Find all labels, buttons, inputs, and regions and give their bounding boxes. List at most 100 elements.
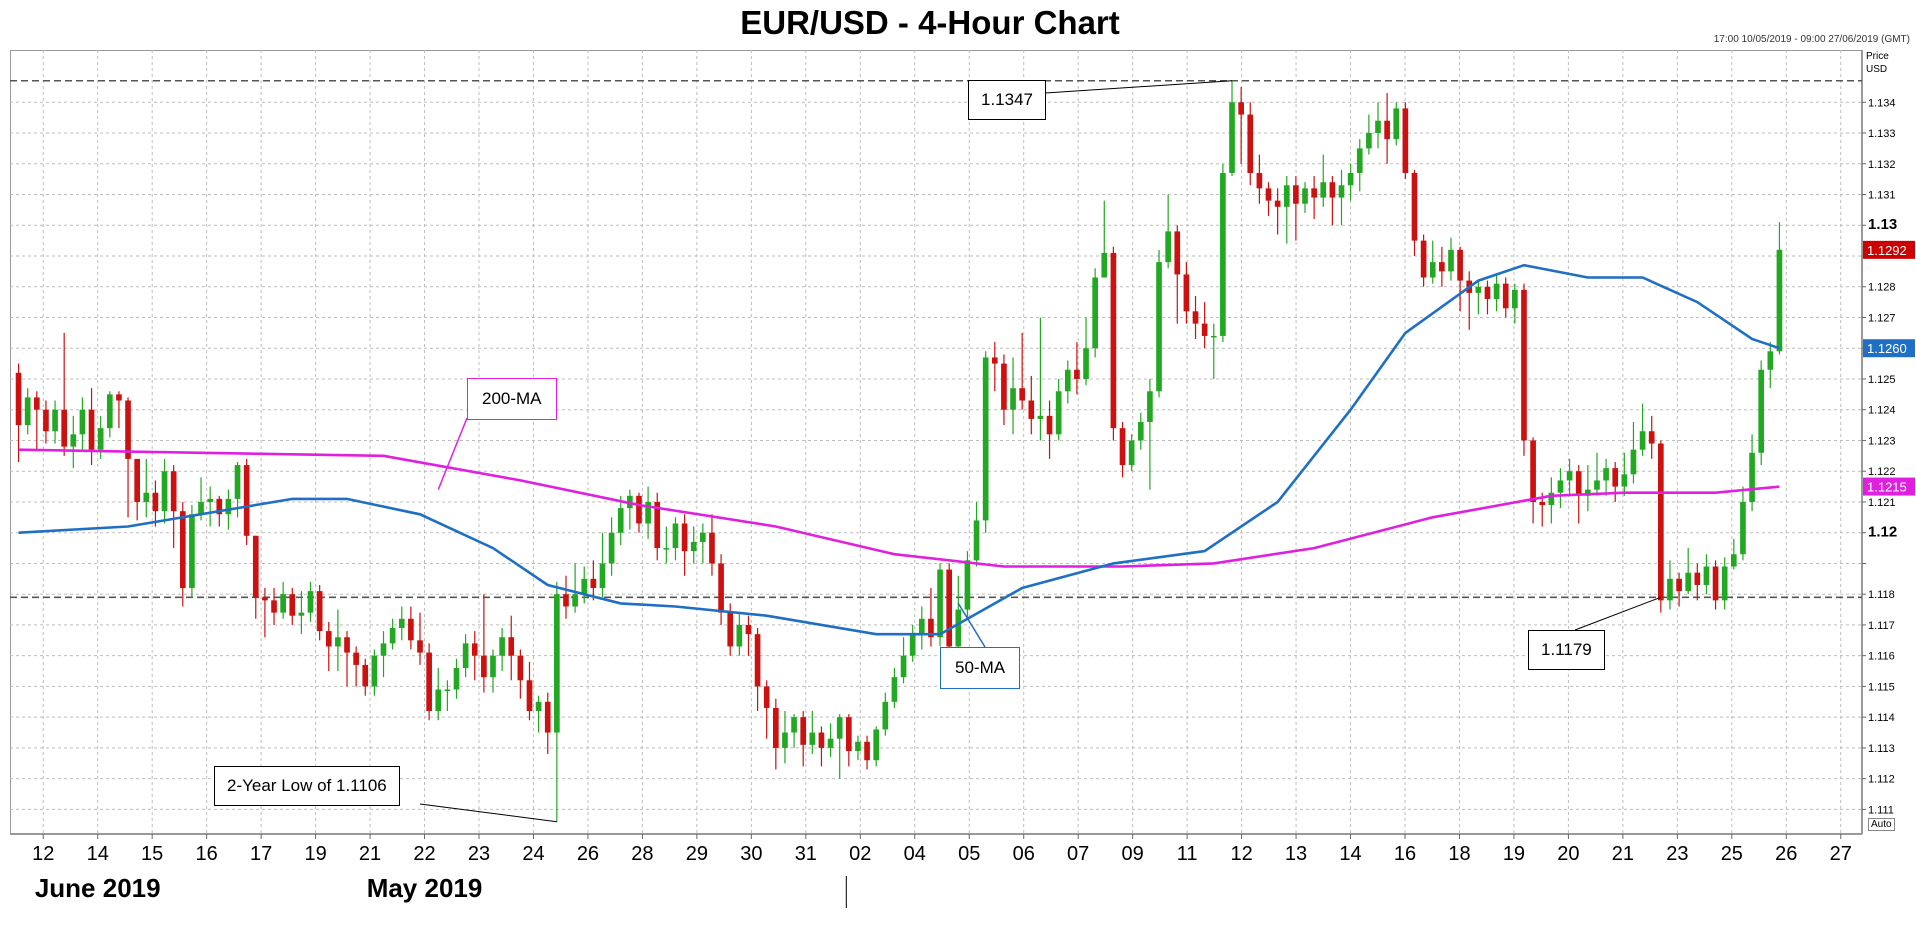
ma200-line	[18, 448, 1780, 568]
day-label: 26	[577, 843, 599, 865]
candle-body	[198, 501, 204, 515]
candlestick-chart[interactable]	[10, 50, 1862, 834]
candle	[471, 631, 478, 681]
candle-body	[1110, 252, 1117, 429]
candle	[298, 591, 305, 635]
candle	[809, 711, 816, 755]
time-axis[interactable]: 12 14 15 16 17 19 21 22 23 24 26 28 29 30 31 02 04 05 06 07…	[0, 834, 1862, 923]
candle-body	[24, 397, 31, 426]
candle	[1685, 548, 1692, 595]
day-label: 27	[1830, 843, 1852, 865]
candle-body	[1165, 231, 1171, 263]
candle	[1356, 139, 1363, 192]
candle	[1137, 412, 1144, 450]
price-tick-label: 1.113	[1868, 743, 1895, 755]
price-axis[interactable]: 1.111 1.112 1.113 1.114 1.115 1.116 1.117 1.118…	[1862, 50, 1916, 834]
auto-scale-button[interactable]: Auto	[1868, 818, 1895, 831]
candle-body	[1055, 391, 1062, 435]
candle	[855, 735, 861, 761]
candle-body	[672, 523, 679, 549]
candle-body	[490, 655, 496, 678]
candle	[1001, 354, 1007, 426]
candle-body	[1356, 148, 1363, 173]
candle-body	[1575, 471, 1582, 496]
candle-body	[681, 523, 688, 552]
candle	[709, 514, 715, 576]
candle-body	[243, 465, 250, 536]
candle	[1420, 234, 1427, 287]
candle	[1064, 360, 1071, 404]
candle-body	[1502, 283, 1509, 309]
candle-body	[1457, 249, 1463, 281]
candle-body	[52, 409, 58, 432]
candle	[690, 526, 697, 564]
price-tick-label: 1.115	[1868, 681, 1895, 693]
day-label: 24	[522, 843, 544, 865]
candle-body	[435, 689, 442, 712]
candle	[1566, 458, 1573, 496]
candle-body	[1603, 468, 1609, 481]
day-label: 18	[1448, 843, 1470, 865]
candle	[116, 391, 122, 429]
candle-body	[1147, 391, 1153, 423]
candle-body	[225, 498, 232, 515]
price-tag-label: 1.1292	[1867, 243, 1907, 258]
candle	[143, 458, 150, 518]
candle-body	[61, 409, 68, 447]
candle-body	[417, 640, 423, 653]
plot-area[interactable]	[10, 50, 1862, 834]
candle	[1210, 323, 1217, 379]
candle-body	[636, 495, 642, 524]
candle-body	[1420, 240, 1427, 278]
candle	[1329, 176, 1336, 226]
candle-body	[982, 357, 989, 521]
candle	[508, 615, 515, 681]
candle	[645, 486, 651, 539]
candle-body	[1749, 452, 1755, 502]
price-tick-label: 1.128	[1868, 282, 1896, 294]
candle-body	[1302, 188, 1308, 204]
day-label: 04	[904, 843, 926, 865]
candle	[563, 575, 569, 619]
day-label: 11	[1177, 843, 1198, 865]
candle	[152, 480, 159, 527]
candle	[745, 615, 752, 656]
candle	[909, 624, 916, 662]
candle	[125, 397, 131, 518]
price-tick-label: 1.13	[1868, 216, 1897, 233]
candle	[15, 363, 22, 462]
day-label: 26	[1775, 843, 1797, 865]
candle-body	[1311, 188, 1317, 198]
candle-body	[426, 652, 432, 712]
candle-body	[1703, 566, 1710, 585]
candle-body	[1439, 262, 1445, 272]
candle-body	[873, 729, 880, 761]
candle-body	[234, 465, 241, 499]
day-label: 06	[1013, 843, 1035, 865]
candle	[1019, 332, 1025, 410]
candle	[371, 649, 378, 696]
candle	[736, 612, 743, 656]
candle-body	[1612, 468, 1619, 487]
candle-body	[499, 637, 505, 656]
candle-body	[590, 578, 597, 589]
price-axis-svg: 1.111 1.112 1.113 1.114 1.115 1.116 1.117 1.118…	[1862, 50, 1915, 834]
candle	[43, 400, 49, 444]
candle-body	[827, 738, 834, 748]
candle-body	[918, 618, 925, 635]
date-range-note: 17:00 10/05/2019 - 09:00 27/06/2019 (GMT…	[1713, 34, 1910, 45]
price-tag: 1.1292	[1863, 240, 1915, 259]
candle	[672, 517, 679, 561]
candle	[1201, 302, 1208, 349]
candle-body	[453, 667, 460, 690]
day-label: 23	[468, 843, 490, 865]
candle	[882, 692, 889, 736]
candle-body	[1776, 249, 1783, 352]
day-label: 22	[413, 843, 435, 865]
candle	[481, 594, 487, 693]
candle-body	[1694, 572, 1701, 585]
candle	[1721, 557, 1728, 610]
candle-body	[1283, 185, 1290, 207]
candle	[179, 501, 186, 607]
candle-body	[33, 397, 40, 410]
